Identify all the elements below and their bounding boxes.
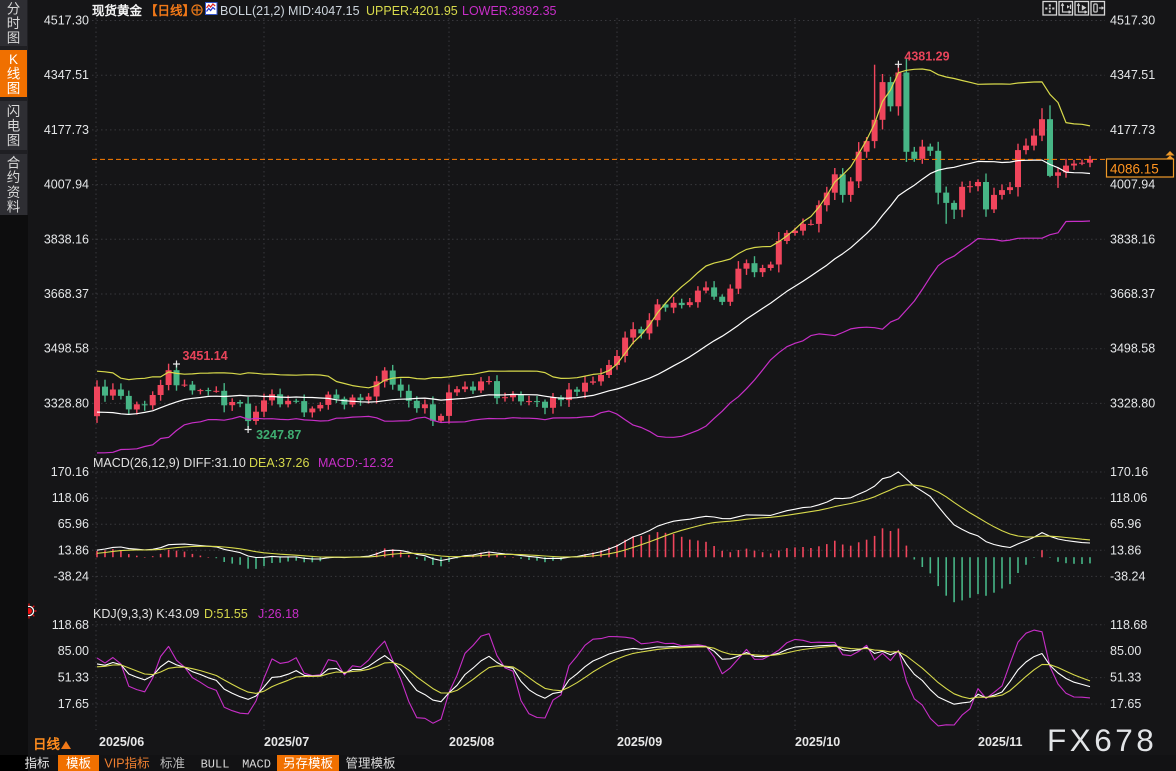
svg-text:MACD: MACD: [242, 758, 271, 771]
svg-text:170.16: 170.16: [1110, 465, 1148, 479]
svg-text:3451.14: 3451.14: [183, 349, 228, 363]
svg-text:4347.51: 4347.51: [44, 68, 89, 82]
svg-text:3838.16: 3838.16: [1110, 232, 1155, 246]
svg-text:BOLL(21,2): BOLL(21,2): [220, 4, 285, 18]
svg-text:2025/10: 2025/10: [795, 735, 840, 749]
svg-text:4517.30: 4517.30: [1110, 14, 1155, 28]
svg-text:图: 图: [7, 31, 21, 46]
svg-text:4007.94: 4007.94: [1110, 178, 1155, 192]
svg-text:日线: 日线: [33, 736, 60, 752]
svg-text:3328.80: 3328.80: [1110, 396, 1155, 410]
svg-text:-38.24: -38.24: [1110, 569, 1145, 583]
svg-text:MID:4047.15: MID:4047.15: [288, 4, 360, 18]
svg-text:MACD(26,12,9) DIFF:31.10: MACD(26,12,9) DIFF:31.10: [93, 456, 246, 470]
svg-text:料: 料: [7, 200, 21, 215]
svg-text:MACD:-12.32: MACD:-12.32: [318, 456, 394, 470]
svg-text:现货黄金: 现货黄金: [92, 3, 143, 18]
svg-text:118.68: 118.68: [52, 618, 89, 632]
svg-text:4177.73: 4177.73: [1110, 123, 1155, 137]
svg-text:4381.29: 4381.29: [904, 49, 949, 63]
svg-text:资: 资: [7, 185, 21, 200]
svg-text:3498.58: 3498.58: [1110, 342, 1155, 356]
svg-text:4347.51: 4347.51: [1110, 68, 1155, 82]
svg-text:图: 图: [7, 81, 21, 96]
svg-text:约: 约: [7, 170, 21, 185]
svg-text:3668.37: 3668.37: [44, 287, 89, 301]
svg-text:电: 电: [7, 119, 21, 134]
svg-text:65.96: 65.96: [58, 517, 89, 531]
svg-text:2025/07: 2025/07: [264, 735, 309, 749]
svg-text:KDJ(9,3,3) K:43.09: KDJ(9,3,3) K:43.09: [93, 607, 199, 621]
svg-text:模板: 模板: [66, 757, 92, 771]
svg-text:118.06: 118.06: [1110, 491, 1147, 505]
svg-text:分: 分: [7, 1, 21, 16]
svg-text:J:26.18: J:26.18: [258, 607, 299, 621]
svg-text:图: 图: [7, 133, 21, 148]
svg-text:118.06: 118.06: [52, 491, 89, 505]
svg-text:3328.80: 3328.80: [44, 396, 89, 410]
svg-text:线: 线: [7, 67, 21, 82]
svg-text:170.16: 170.16: [51, 465, 89, 479]
svg-text:4517.30: 4517.30: [44, 14, 89, 28]
svg-text:13.86: 13.86: [1110, 543, 1141, 557]
svg-text:闪: 闪: [7, 104, 21, 119]
svg-text:65.96: 65.96: [1110, 517, 1141, 531]
svg-text:4086.15: 4086.15: [1110, 162, 1159, 177]
svg-text:118.68: 118.68: [1110, 618, 1147, 632]
svg-text:3838.16: 3838.16: [44, 232, 89, 246]
svg-text:2025/06: 2025/06: [99, 735, 144, 749]
svg-text:UPPER:4201.95: UPPER:4201.95: [366, 4, 458, 18]
svg-text:LOWER:3892.35: LOWER:3892.35: [462, 4, 557, 18]
svg-text:13.86: 13.86: [58, 543, 89, 557]
svg-text:管理模板: 管理模板: [345, 756, 396, 771]
svg-text:合: 合: [7, 155, 21, 170]
svg-text:K: K: [9, 52, 18, 67]
svg-text:51.33: 51.33: [1110, 671, 1141, 685]
svg-text:3247.87: 3247.87: [256, 428, 301, 442]
svg-text:85.00: 85.00: [58, 644, 89, 658]
svg-text:3668.37: 3668.37: [1110, 287, 1155, 301]
svg-text:指标: 指标: [24, 756, 49, 771]
svg-text:VIP指标: VIP指标: [104, 756, 149, 771]
svg-text:【日线】: 【日线】: [145, 3, 195, 18]
svg-text:51.33: 51.33: [58, 671, 89, 685]
svg-text:BULL: BULL: [201, 758, 230, 771]
svg-text:DEA:37.26: DEA:37.26: [249, 456, 310, 470]
svg-text:4177.73: 4177.73: [44, 123, 89, 137]
svg-text:2025/08: 2025/08: [449, 735, 494, 749]
svg-text:17.65: 17.65: [58, 697, 89, 711]
svg-text:-38.24: -38.24: [54, 569, 89, 583]
svg-text:3498.58: 3498.58: [44, 342, 89, 356]
svg-text:2025/09: 2025/09: [617, 735, 662, 749]
svg-text:时: 时: [7, 16, 21, 31]
svg-text:2025/11: 2025/11: [978, 735, 1023, 749]
svg-text:D:51.55: D:51.55: [204, 607, 248, 621]
svg-text:FX678: FX678: [1047, 722, 1157, 758]
svg-text:17.65: 17.65: [1110, 697, 1141, 711]
svg-text:标准: 标准: [160, 757, 185, 771]
svg-text:85.00: 85.00: [1110, 644, 1141, 658]
svg-text:另存模板: 另存模板: [283, 757, 334, 771]
svg-text:4007.94: 4007.94: [44, 178, 89, 192]
